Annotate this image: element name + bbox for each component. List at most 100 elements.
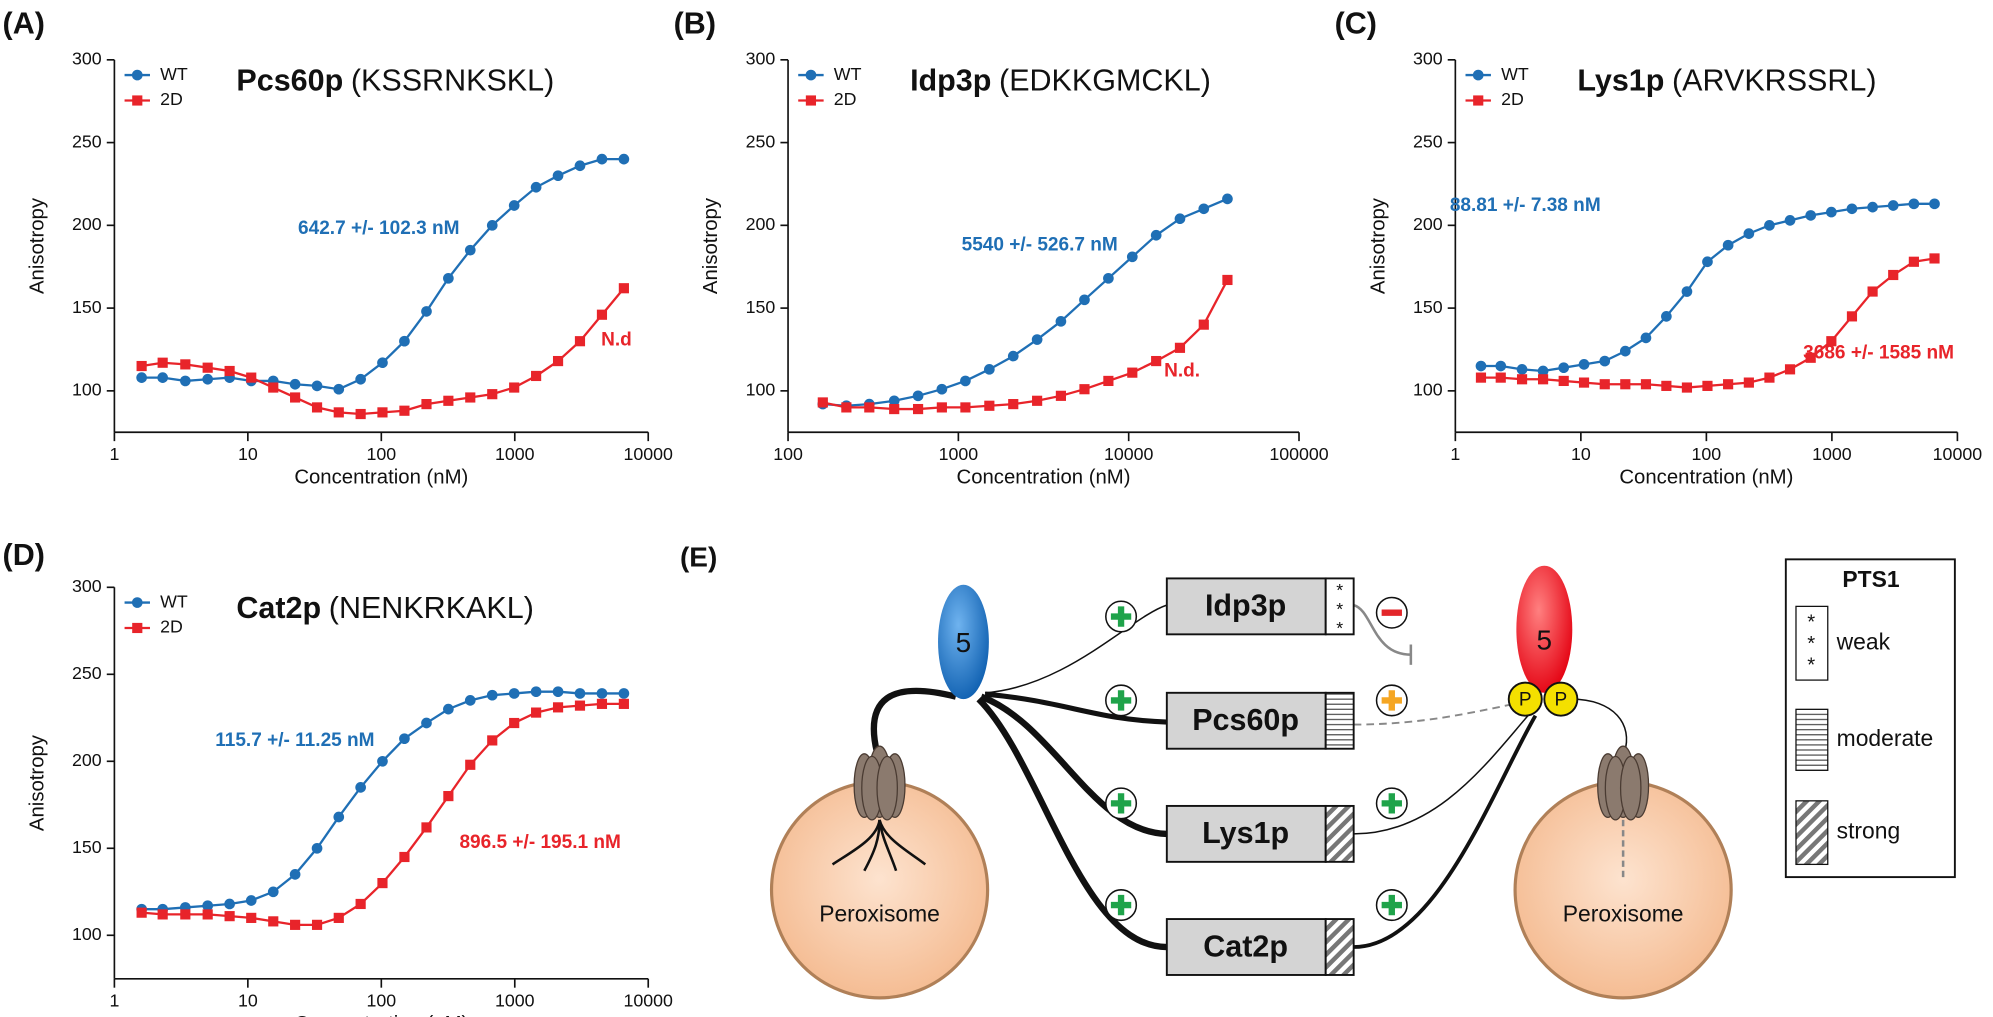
data-point xyxy=(1475,360,1487,372)
data-point xyxy=(464,695,476,706)
organelle-label: Peroxisome xyxy=(819,900,940,926)
data-point xyxy=(136,360,147,372)
data-point xyxy=(1681,286,1693,297)
data-point xyxy=(509,717,520,729)
data-point xyxy=(618,153,630,165)
data-point xyxy=(1558,375,1569,387)
legend-marker xyxy=(1473,95,1484,106)
y-tick-label: 150 xyxy=(72,297,102,317)
data-point xyxy=(486,220,498,231)
data-point xyxy=(574,160,586,172)
series-line xyxy=(141,287,625,416)
x-axis-label: Concentration (nM) xyxy=(957,466,1131,488)
title-name: Cat2p xyxy=(236,591,321,625)
fit-annotation: 642.7 +/- 102.3 nM xyxy=(298,218,459,239)
data-point xyxy=(531,707,542,718)
data-point xyxy=(267,886,279,898)
y-tick-label: 100 xyxy=(72,380,102,400)
data-point xyxy=(421,306,432,317)
title-name: Idp3p xyxy=(910,64,991,98)
data-point xyxy=(1126,251,1138,263)
x-axis-label: Concentration (nM) xyxy=(294,1013,468,1017)
organelle-label: Peroxisome xyxy=(1563,900,1684,926)
data-point xyxy=(157,357,168,368)
data-point xyxy=(1702,256,1713,268)
title-name: Pcs60p xyxy=(236,64,343,98)
fit-annotation: 896.5 +/- 195.1 nM xyxy=(459,832,620,853)
data-point xyxy=(377,878,388,889)
series-line xyxy=(141,702,624,926)
data-point xyxy=(1079,384,1090,395)
legend-swatch xyxy=(1795,708,1829,771)
data-point xyxy=(268,382,279,393)
y-tick-label: 300 xyxy=(72,49,102,69)
data-point xyxy=(530,181,542,193)
data-point xyxy=(1198,319,1209,330)
cargo-label: Pcs60p xyxy=(1192,703,1299,737)
data-point xyxy=(864,402,875,413)
chart-panel: (A) Pcs60p (KSSRNKSKL) 100 150 200 250 300 1 10 10… xyxy=(3,7,674,489)
y-tick-label: 250 xyxy=(72,663,102,683)
x-tick-label: 10 xyxy=(1571,444,1591,464)
data-point xyxy=(1079,294,1090,306)
legend-label: 2D xyxy=(1501,89,1524,109)
panel-label: (B) xyxy=(674,7,716,41)
data-point xyxy=(443,395,454,406)
legend-label: 2D xyxy=(834,89,857,109)
data-point xyxy=(1846,311,1858,322)
svg-text:*: * xyxy=(1336,599,1343,619)
data-point xyxy=(136,372,147,383)
data-point xyxy=(202,362,213,373)
data-point xyxy=(1599,379,1610,390)
y-tick-label: 100 xyxy=(1413,380,1443,400)
data-point xyxy=(1619,345,1631,357)
data-point xyxy=(1764,220,1775,231)
data-point xyxy=(889,403,900,415)
legend-label: WT xyxy=(160,591,188,611)
cargo-label: Idp3p xyxy=(1205,589,1286,623)
data-point xyxy=(1722,239,1734,251)
title-sequence: (KSSRNKSKL) xyxy=(351,64,554,98)
data-point xyxy=(1681,382,1693,393)
x-axis-label: Concentration (nM) xyxy=(294,466,468,488)
data-point xyxy=(1055,390,1066,401)
x-tick-label: 10000 xyxy=(1104,444,1154,464)
data-point xyxy=(1055,316,1067,327)
data-point xyxy=(1723,379,1734,390)
weak-mark: *** xyxy=(1807,611,1815,676)
svg-text:*: * xyxy=(1807,654,1815,676)
data-point xyxy=(443,703,454,715)
data-point xyxy=(1222,193,1233,205)
legend-marker xyxy=(131,69,143,81)
data-point xyxy=(377,755,388,767)
x-tick-label: 100000 xyxy=(1269,444,1328,464)
y-tick-label: 150 xyxy=(746,297,776,317)
y-tick-label: 200 xyxy=(72,214,102,234)
data-point xyxy=(487,389,498,400)
data-point xyxy=(1558,362,1570,374)
data-point xyxy=(224,898,235,910)
data-point xyxy=(311,842,323,854)
chart-panel: (C) Lys1p (ARVKRSSRL) 100 150 200 250 300 1 10 100… xyxy=(1335,7,1983,489)
x-tick-label: 100 xyxy=(366,990,396,1010)
title-sequence: (ARVKRSSRL) xyxy=(1672,64,1877,98)
data-point xyxy=(486,689,498,701)
x-tick-label: 100 xyxy=(366,444,396,464)
svg-text:*: * xyxy=(1807,611,1815,633)
data-point xyxy=(1826,206,1837,218)
data-point xyxy=(1103,272,1114,284)
legend-item: moderate xyxy=(1837,725,1934,751)
data-point xyxy=(574,336,586,347)
data-point xyxy=(246,372,257,383)
data-point xyxy=(1127,367,1138,378)
y-axis-label: Anisotropy xyxy=(1367,197,1389,294)
data-point xyxy=(1495,360,1507,372)
data-point xyxy=(1908,256,1919,267)
data-point xyxy=(1537,365,1549,377)
y-tick-label: 200 xyxy=(1413,214,1443,234)
x-tick-label: 100 xyxy=(1692,444,1722,464)
chart-panel: (D) Cat2p (NENKRKAKL) 100 150 200 250 300 1 10 100… xyxy=(3,538,674,1017)
data-point xyxy=(268,916,279,927)
chart-title: Cat2p (NENKRKAKL) xyxy=(236,591,533,625)
